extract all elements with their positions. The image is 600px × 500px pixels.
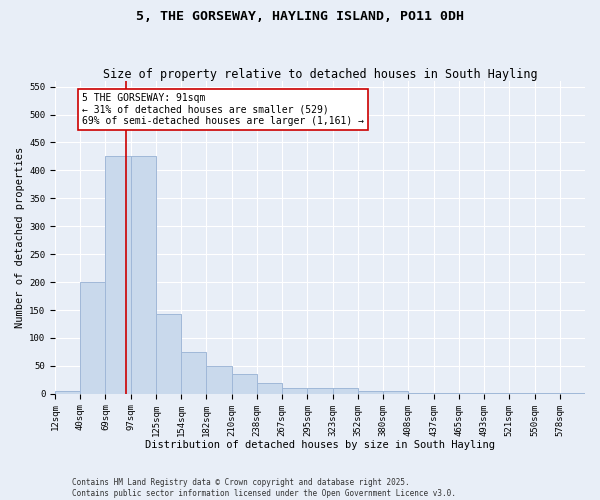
Bar <box>131 156 156 394</box>
Bar <box>409 392 434 394</box>
Bar <box>307 388 332 394</box>
Bar <box>156 314 181 394</box>
Text: 5 THE GORSEWAY: 91sqm
← 31% of detached houses are smaller (529)
69% of semi-det: 5 THE GORSEWAY: 91sqm ← 31% of detached … <box>82 94 364 126</box>
Bar <box>535 392 560 394</box>
Bar <box>80 282 106 394</box>
Bar <box>206 366 232 394</box>
X-axis label: Distribution of detached houses by size in South Hayling: Distribution of detached houses by size … <box>145 440 495 450</box>
Bar <box>358 391 383 394</box>
Text: Contains HM Land Registry data © Crown copyright and database right 2025.
Contai: Contains HM Land Registry data © Crown c… <box>72 478 456 498</box>
Y-axis label: Number of detached properties: Number of detached properties <box>15 147 25 328</box>
Bar <box>560 392 585 394</box>
Bar <box>55 391 80 394</box>
Text: 5, THE GORSEWAY, HAYLING ISLAND, PO11 0DH: 5, THE GORSEWAY, HAYLING ISLAND, PO11 0D… <box>136 10 464 23</box>
Bar <box>332 388 358 394</box>
Bar <box>459 392 484 394</box>
Bar <box>282 388 307 394</box>
Bar <box>181 352 206 394</box>
Bar <box>257 382 282 394</box>
Bar <box>434 392 459 394</box>
Bar <box>509 392 535 394</box>
Bar <box>383 391 409 394</box>
Title: Size of property relative to detached houses in South Hayling: Size of property relative to detached ho… <box>103 68 538 81</box>
Bar <box>106 156 131 394</box>
Bar <box>232 374 257 394</box>
Bar <box>484 392 509 394</box>
